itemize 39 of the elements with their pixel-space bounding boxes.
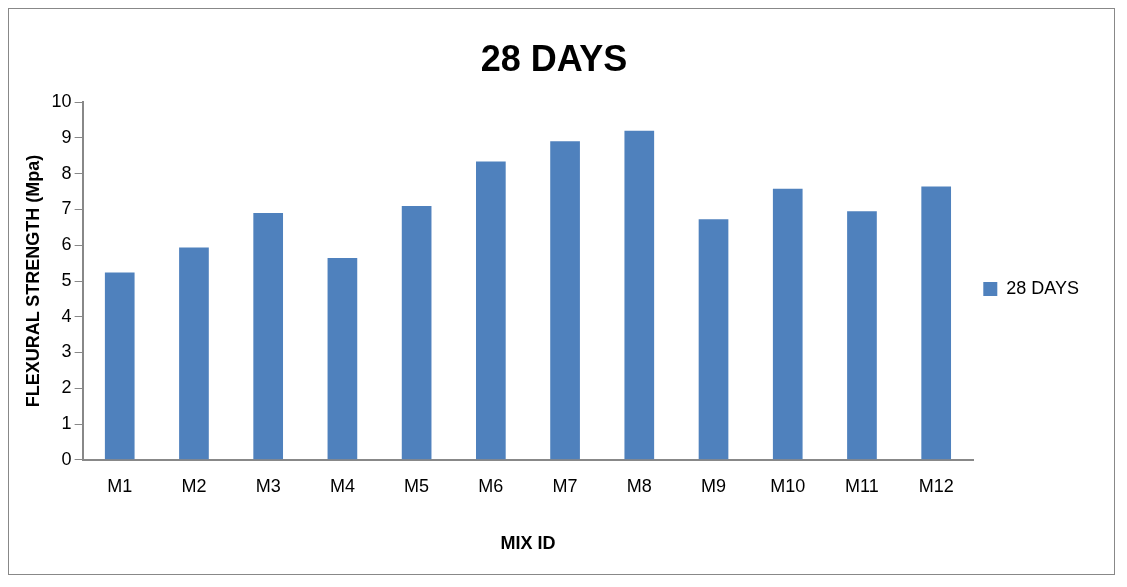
x-tick-label: M3 (255, 475, 281, 496)
x-tick-label: M10 (770, 475, 806, 496)
y-tick-label: 2 (61, 377, 72, 398)
y-axis-title: FLEXURAL STRENGTH (Mpa) (22, 154, 43, 408)
x-tick-label: M8 (626, 475, 652, 496)
x-tick-label: M1 (107, 475, 133, 496)
bar (624, 130, 655, 460)
bar (476, 161, 506, 460)
chart-title: 28 DAYS (480, 37, 628, 79)
bar (772, 188, 803, 460)
y-tick-label: 3 (61, 341, 72, 362)
y-tick-label: 10 (51, 91, 72, 112)
y-tick-label: 0 (61, 448, 72, 469)
y-tick-label: 9 (61, 126, 72, 147)
bar (550, 141, 580, 460)
bar (698, 219, 729, 460)
bar (104, 272, 135, 460)
x-tick-label: M2 (181, 475, 207, 496)
y-tick-label: 1 (61, 413, 72, 434)
bar (401, 205, 432, 460)
x-tick-label: M11 (845, 475, 879, 496)
bar (327, 258, 358, 460)
y-tick-label: 4 (61, 305, 72, 326)
y-tick-label: 5 (61, 269, 72, 290)
bar (847, 211, 877, 460)
x-tick-label: M6 (478, 475, 504, 496)
y-tick-label: 6 (61, 234, 72, 255)
x-tick-label: M4 (329, 475, 355, 496)
x-axis-title: MIX ID (500, 533, 556, 554)
x-tick-label: M9 (701, 475, 727, 496)
legend-label: 28 DAYS (1006, 277, 1079, 298)
x-tick-label: M12 (918, 475, 954, 496)
x-tick-label: M7 (552, 475, 578, 496)
y-tick-label: 8 (61, 162, 72, 183)
bar (921, 186, 952, 460)
y-tick-label: 7 (61, 198, 72, 219)
bar (253, 213, 284, 460)
x-tick-label: M5 (404, 475, 430, 496)
bar (179, 247, 209, 460)
